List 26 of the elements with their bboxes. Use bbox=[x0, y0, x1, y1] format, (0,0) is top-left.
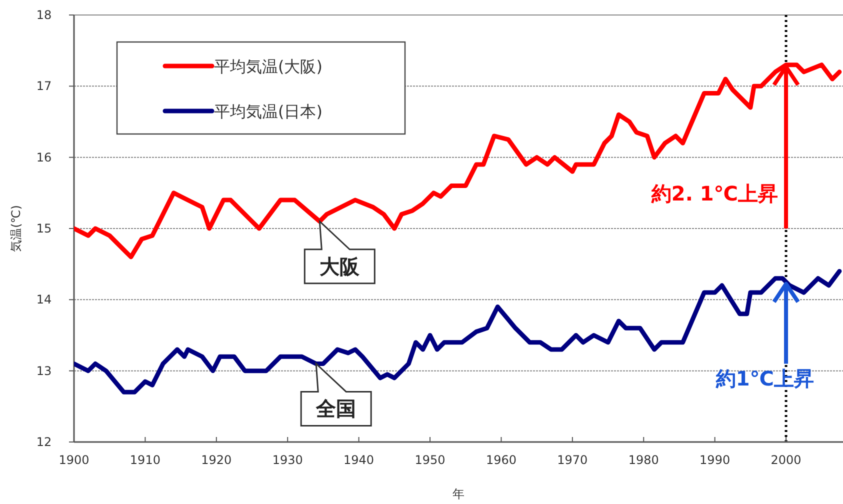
x-tick-label: 1980 bbox=[628, 453, 659, 467]
x-tick-label: 1900 bbox=[58, 453, 90, 467]
y-tick-label: 13 bbox=[36, 364, 52, 378]
y-tick-label: 15 bbox=[36, 222, 52, 236]
x-axis-title: 年 bbox=[452, 487, 464, 501]
x-tick-label: 1960 bbox=[486, 453, 516, 467]
x-tick-label: 1990 bbox=[700, 453, 730, 467]
x-tick-label: 2000 bbox=[770, 453, 802, 467]
x-tick-label: 1930 bbox=[272, 453, 303, 467]
y-tick-label: 14 bbox=[36, 292, 52, 307]
y-tick-label: 18 bbox=[36, 8, 52, 22]
legend-label: 平均気温(大阪) bbox=[214, 57, 322, 76]
x-tick-label: 1940 bbox=[344, 453, 374, 467]
annotation: 約1℃上昇 bbox=[714, 366, 814, 391]
y-axis-title: 気温(℃) bbox=[9, 205, 23, 252]
legend-label: 平均気温(日本) bbox=[214, 102, 322, 121]
x-tick-label: 1970 bbox=[557, 453, 588, 467]
annotation: 大阪 bbox=[320, 254, 361, 278]
x-tick-label: 1950 bbox=[414, 453, 446, 467]
x-tick-label: 1920 bbox=[201, 453, 232, 467]
y-tick-label: 16 bbox=[36, 150, 52, 164]
x-tick-label: 1910 bbox=[130, 453, 160, 467]
y-tick-label: 12 bbox=[36, 435, 52, 449]
y-tick-label: 17 bbox=[36, 79, 52, 94]
annotation: 全国 bbox=[315, 396, 356, 421]
annotation: 約2. 1℃上昇 bbox=[650, 182, 778, 206]
